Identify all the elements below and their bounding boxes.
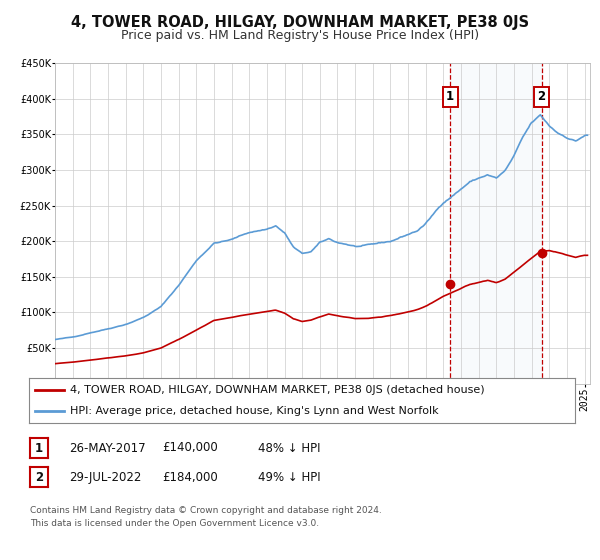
Text: 2: 2 [538, 90, 545, 104]
Bar [450, 63, 542, 384]
Text: 49% ↓ HPI: 49% ↓ HPI [258, 470, 320, 484]
Text: 4, TOWER ROAD, HILGAY, DOWNHAM MARKET, PE38 0JS: 4, TOWER ROAD, HILGAY, DOWNHAM MARKET, P… [71, 15, 529, 30]
Text: 1: 1 [446, 90, 454, 104]
Text: 26-MAY-2017: 26-MAY-2017 [69, 441, 146, 455]
Text: This data is licensed under the Open Government Licence v3.0.: This data is licensed under the Open Gov… [30, 519, 319, 528]
Text: HPI: Average price, detached house, King's Lynn and West Norfolk: HPI: Average price, detached house, King… [70, 405, 439, 416]
Text: 2: 2 [35, 470, 43, 484]
Text: £184,000: £184,000 [162, 470, 218, 484]
Text: Contains HM Land Registry data © Crown copyright and database right 2024.: Contains HM Land Registry data © Crown c… [30, 506, 382, 515]
Text: 29-JUL-2022: 29-JUL-2022 [69, 470, 142, 484]
Text: 4, TOWER ROAD, HILGAY, DOWNHAM MARKET, PE38 0JS (detached house): 4, TOWER ROAD, HILGAY, DOWNHAM MARKET, P… [70, 385, 484, 395]
Text: £140,000: £140,000 [162, 441, 218, 455]
Text: 48% ↓ HPI: 48% ↓ HPI [258, 441, 320, 455]
Text: 1: 1 [35, 441, 43, 455]
Text: Price paid vs. HM Land Registry's House Price Index (HPI): Price paid vs. HM Land Registry's House … [121, 29, 479, 42]
